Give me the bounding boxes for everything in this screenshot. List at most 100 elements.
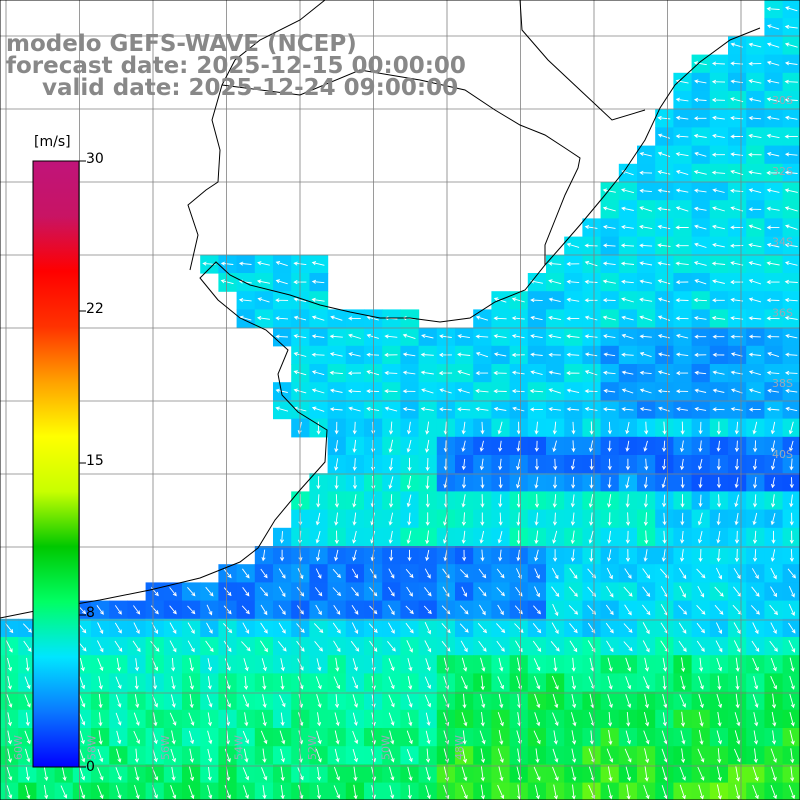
wind-arrow	[588, 494, 594, 508]
wind-arrow	[716, 421, 721, 435]
wind-arrow	[493, 389, 507, 394]
wind-arrow	[533, 658, 541, 672]
wind-arrow	[387, 641, 396, 652]
wind-arrow	[748, 188, 762, 194]
wind-arrow	[711, 152, 725, 157]
wind-arrow	[421, 388, 434, 394]
wind-arrow	[566, 279, 580, 284]
wind-arrow	[644, 421, 649, 435]
wind-arrow	[407, 676, 413, 690]
wind-arrow	[498, 657, 504, 672]
wind-arrow	[461, 512, 466, 526]
wind-arrow	[748, 133, 762, 139]
wind-arrow	[424, 568, 431, 579]
wind-arrow	[680, 476, 685, 489]
wind-arrow	[188, 730, 195, 745]
wind-arrow	[753, 730, 759, 745]
wind-arrow	[770, 458, 776, 471]
wind-arrow	[625, 440, 630, 452]
wind-arrow	[316, 658, 322, 672]
wind-speed-cell	[782, 582, 800, 602]
wind-arrow	[311, 352, 325, 357]
wind-arrow	[424, 622, 431, 635]
wind-arrow	[402, 407, 416, 412]
wind-arrow	[566, 407, 580, 412]
wind-arrow	[752, 549, 758, 562]
wind-arrow	[588, 440, 594, 453]
wind-arrow	[134, 676, 139, 690]
wind-arrow	[516, 512, 521, 526]
wind-arrow	[694, 388, 707, 393]
wind-arrow	[425, 494, 430, 508]
wind-arrow	[97, 785, 104, 800]
wind-arrow	[568, 604, 579, 615]
wind-arrow	[681, 657, 686, 673]
wind-arrow	[384, 334, 398, 339]
wind-arrow	[639, 407, 652, 412]
wind-arrow	[584, 243, 598, 248]
wind-arrow	[425, 766, 431, 781]
wind-arrow	[752, 784, 759, 800]
wind-arrow	[748, 79, 762, 84]
wind-arrow	[352, 421, 357, 435]
wind-arrow	[698, 676, 704, 690]
wind-arrow	[23, 640, 32, 652]
wind-arrow	[712, 279, 725, 284]
wind-arrow	[311, 279, 325, 284]
wind-arrow	[661, 730, 668, 745]
wind-arrow	[711, 315, 726, 321]
wind-arrow	[607, 675, 613, 690]
wind-arrow	[693, 116, 707, 121]
wind-arrow	[169, 712, 177, 726]
wind-arrow	[332, 622, 341, 634]
wind-arrow	[275, 388, 288, 393]
wind-arrow	[784, 152, 798, 157]
wind-arrow	[621, 333, 634, 339]
wind-arrow	[570, 530, 575, 545]
wind-arrow	[205, 586, 214, 597]
wind-arrow	[169, 622, 177, 635]
wind-arrow	[333, 766, 340, 781]
wind-arrow	[439, 334, 452, 339]
wind-arrow	[785, 6, 798, 12]
wind-arrow	[662, 512, 667, 526]
wind-arrow	[461, 657, 468, 672]
wind-arrow	[260, 730, 268, 745]
wind-arrow	[242, 568, 250, 579]
wind-arrow	[134, 766, 140, 782]
wind-arrow	[207, 730, 213, 745]
wind-arrow	[262, 712, 267, 727]
wind-arrow	[675, 152, 689, 157]
wind-arrow	[626, 512, 631, 526]
wind-arrow	[770, 440, 776, 453]
wind-arrow	[552, 603, 559, 617]
wind-arrow	[602, 315, 616, 321]
lat-label: 34S	[772, 236, 793, 249]
wind-arrow	[152, 730, 158, 745]
wind-arrow	[278, 604, 286, 615]
wind-arrow	[480, 784, 486, 800]
wind-arrow	[498, 730, 504, 746]
wind-arrow	[734, 494, 739, 508]
wind-arrow	[150, 587, 159, 597]
wind-arrow	[332, 568, 342, 579]
wind-arrow	[675, 97, 689, 102]
wind-arrow	[114, 622, 122, 634]
wind-arrow	[748, 61, 762, 66]
wind-arrow	[352, 694, 358, 708]
wind-arrow	[534, 693, 541, 709]
wind-arrow	[207, 676, 212, 690]
wind-arrow	[697, 748, 705, 763]
wind-arrow	[388, 748, 395, 763]
wind-arrow	[639, 334, 652, 339]
wind-arrow	[675, 298, 689, 303]
title-model: modelo GEFS-WAVE (NCEP)	[6, 31, 357, 57]
wind-arrow	[571, 657, 576, 672]
wind-arrow	[662, 675, 667, 691]
lon-labels: 60W 58W 56W 54W 52W 50W 48W	[12, 735, 466, 760]
wind-arrow	[114, 605, 122, 615]
wind-arrow	[624, 604, 632, 616]
wind-arrow	[238, 297, 252, 303]
wind-arrow	[132, 640, 141, 653]
